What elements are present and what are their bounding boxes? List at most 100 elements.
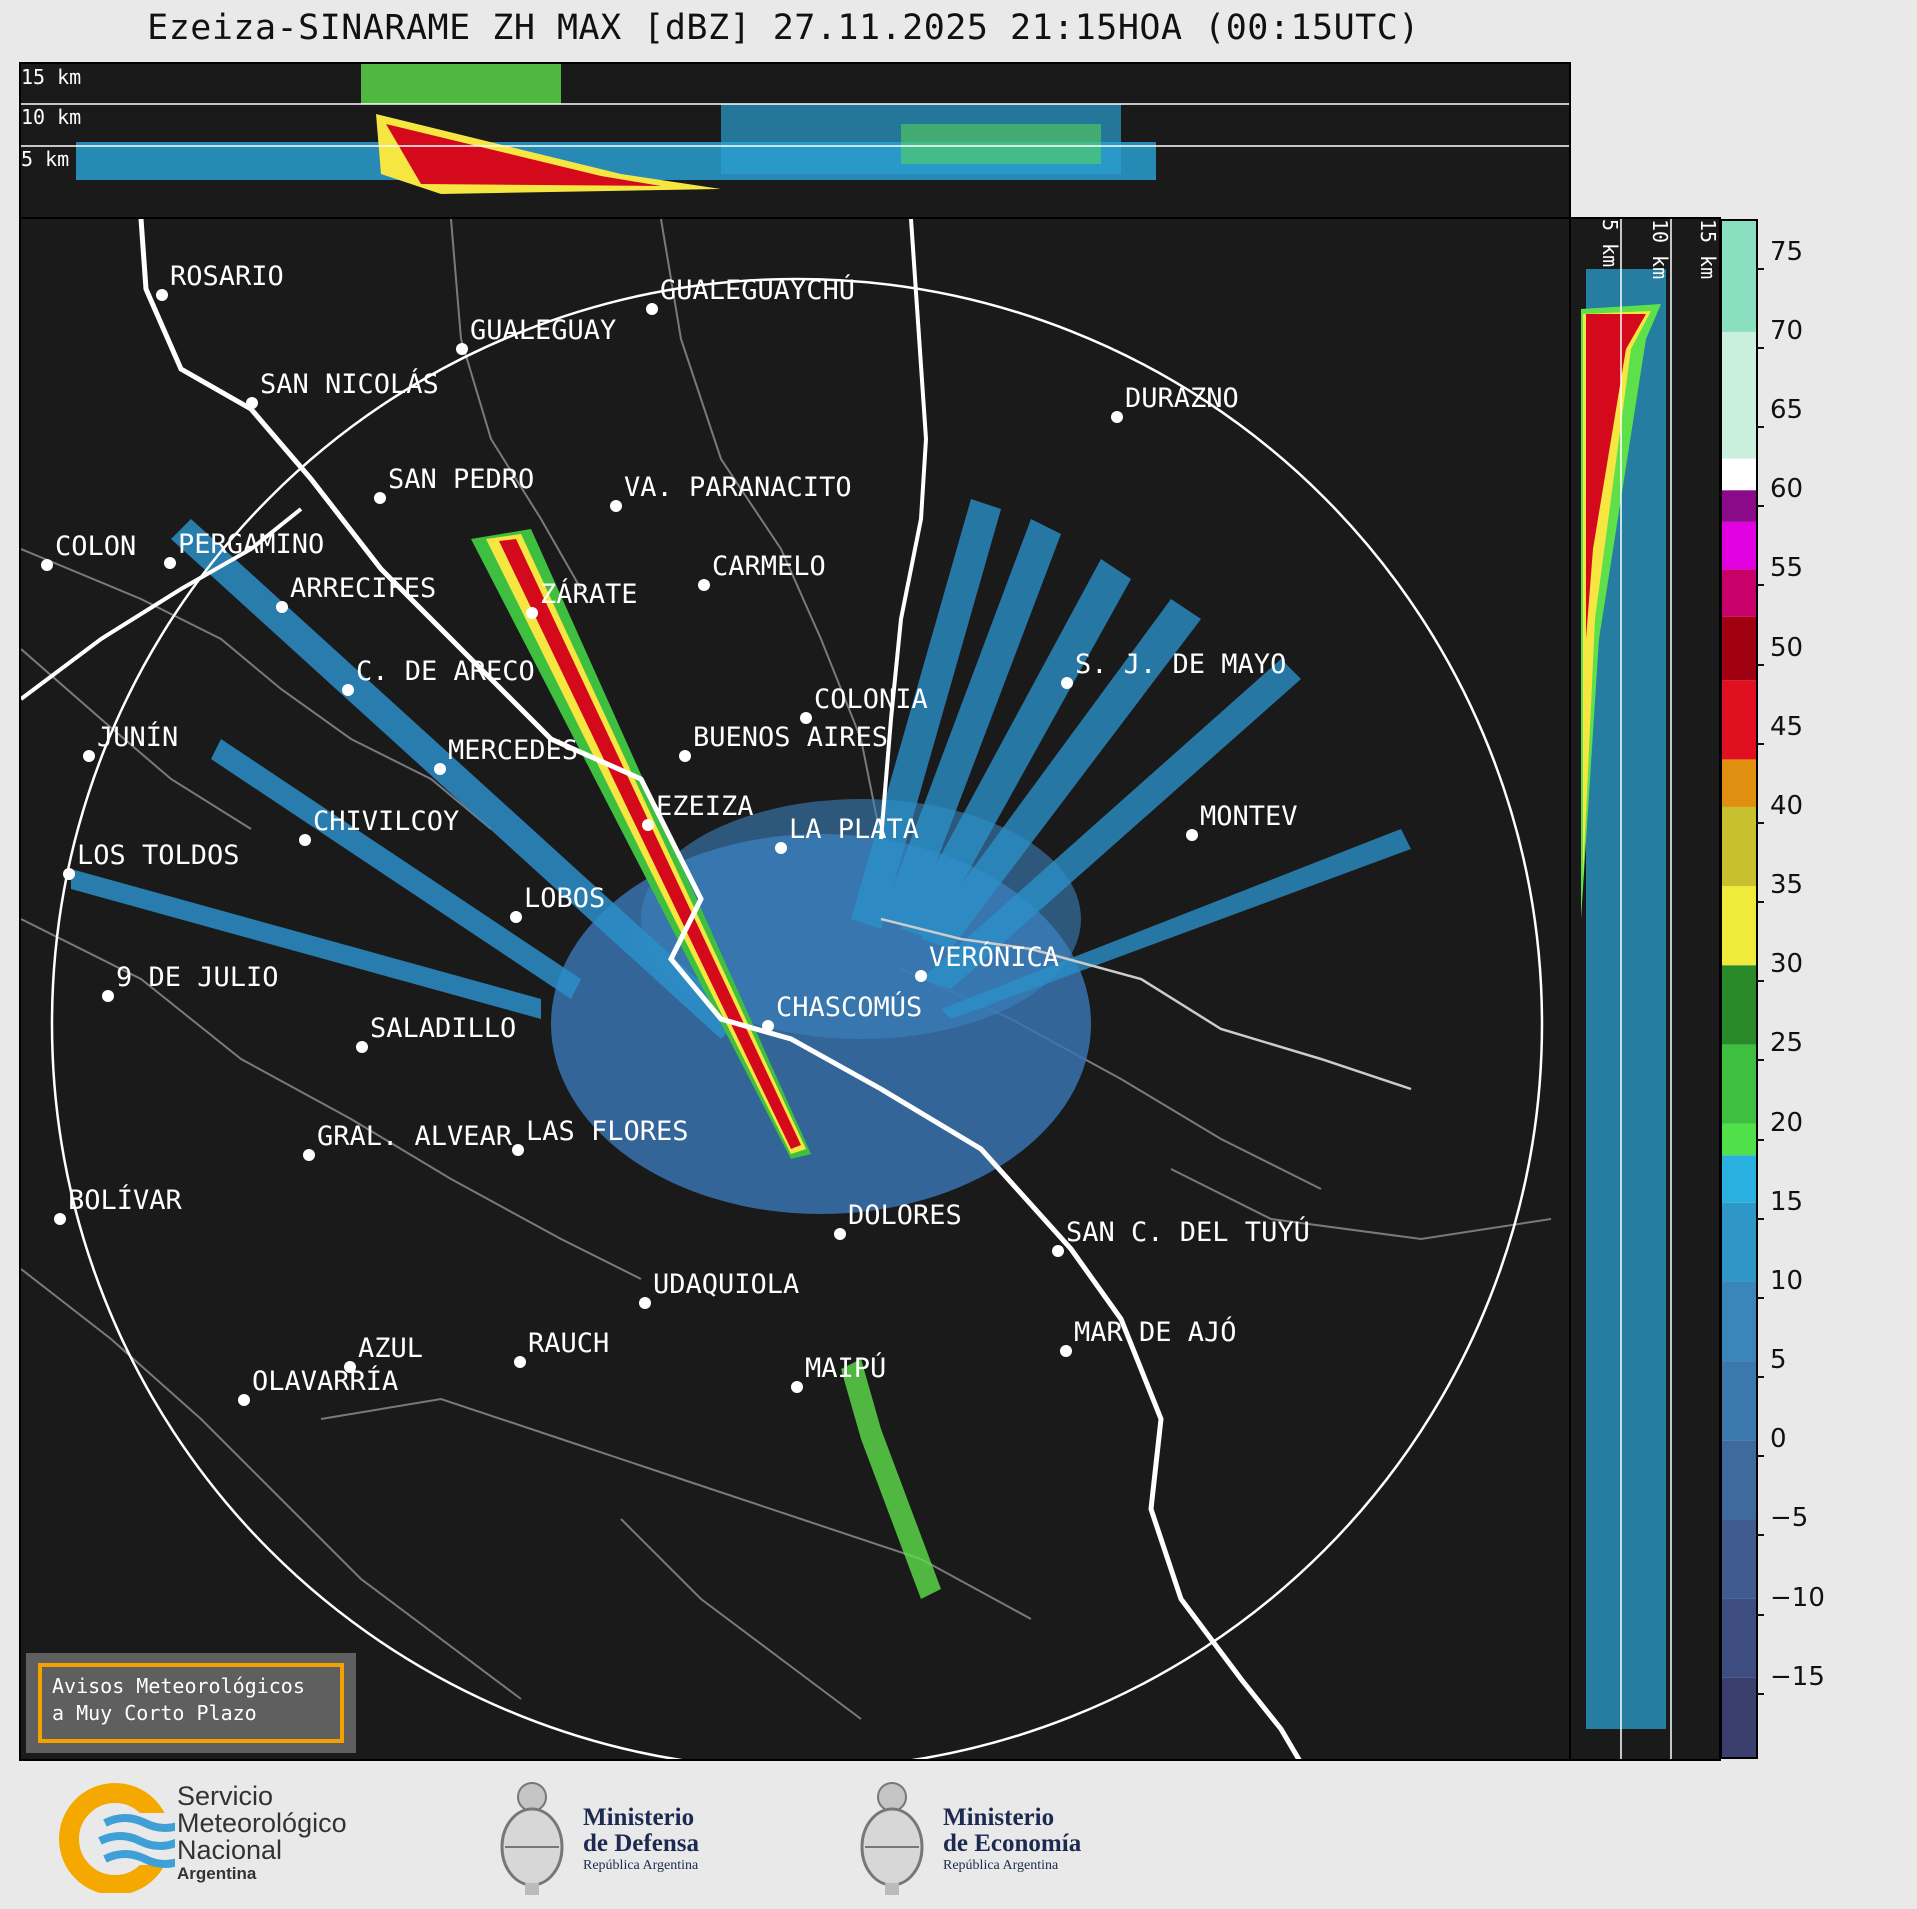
coastline bbox=[138, 219, 1302, 1759]
colorbar-band bbox=[1722, 759, 1756, 807]
city-label: LAS FLORES bbox=[526, 1116, 689, 1147]
city-marker: CHIVILCOY bbox=[299, 806, 459, 846]
colorbar-band bbox=[1722, 1519, 1756, 1599]
colorbar-band bbox=[1722, 1044, 1756, 1124]
coast-uruguay bbox=[880, 917, 1412, 1091]
city-marker: RAUCH bbox=[514, 1328, 609, 1368]
colorbar-band bbox=[1722, 1677, 1756, 1757]
colorbar-tick: 0 bbox=[1756, 1424, 1787, 1470]
economia-line1: Ministerio bbox=[943, 1804, 1055, 1831]
city-label: S. J. DE MAYO bbox=[1075, 649, 1286, 680]
top-echo-green bbox=[361, 64, 561, 104]
range-ring bbox=[50, 277, 1544, 1759]
colorbar-tick: −10 bbox=[1756, 1583, 1825, 1629]
city-label: COLON bbox=[55, 531, 136, 562]
city-dot bbox=[834, 1228, 846, 1240]
radar-map-panel: ROSARIO GUALEGUAYCHÚ GUALEGUAY SAN NICOLÁS D… bbox=[19, 217, 1571, 1761]
colorbar-tick-label: 70 bbox=[1770, 315, 1804, 346]
city-label: 9 DE JULIO bbox=[116, 962, 279, 993]
city-dot bbox=[356, 1041, 368, 1053]
smn-line1: Servicio bbox=[177, 1781, 274, 1811]
colorbar-band bbox=[1722, 965, 1756, 1045]
city-dot bbox=[374, 492, 386, 504]
colorbar-tick-label: 35 bbox=[1770, 870, 1804, 901]
colorbar-tick: −15 bbox=[1756, 1662, 1825, 1708]
side-label-10km: 10 km bbox=[1648, 219, 1672, 279]
colorbar-band bbox=[1722, 331, 1756, 459]
city-marker: JUNÍN bbox=[83, 721, 178, 762]
border-8 bbox=[1170, 1168, 1552, 1241]
city-label: GRAL. ALVEAR bbox=[317, 1121, 513, 1152]
side-echo-red bbox=[1586, 314, 1646, 639]
city-label: SALADILLO bbox=[370, 1013, 516, 1044]
city-label: ARRECIFES bbox=[290, 573, 436, 604]
city-marker: UDAQUIOLA bbox=[639, 1269, 799, 1309]
river-uruguay bbox=[879, 219, 929, 840]
city-dot bbox=[164, 557, 176, 569]
city-dot bbox=[679, 750, 691, 762]
city-dot bbox=[303, 1149, 315, 1161]
warning-line2: a Muy Corto Plazo bbox=[52, 1701, 257, 1725]
border-5 bbox=[620, 1518, 862, 1720]
colorbar-tick-label: −15 bbox=[1770, 1661, 1825, 1692]
colorbar-tick-label: 30 bbox=[1770, 949, 1804, 980]
footer: Servicio Meteorológico Nacional Argentin… bbox=[0, 1761, 1917, 1909]
colorbar-tick: 30 bbox=[1755, 949, 1803, 995]
city-dot bbox=[698, 579, 710, 591]
city-label: MAIPÚ bbox=[805, 1352, 886, 1384]
city-dot bbox=[610, 500, 622, 512]
side-label-5km: 5 km bbox=[1598, 219, 1622, 267]
dbz-colorbar bbox=[1720, 219, 1758, 1759]
side-height-panel: 5 km 10 km 15 km bbox=[1569, 217, 1721, 1761]
city-marker: ROSARIO bbox=[156, 261, 284, 301]
radar-echo-field bbox=[71, 499, 1411, 1599]
smn-logo: Servicio Meteorológico Nacional Argentin… bbox=[55, 1781, 395, 1895]
echo-strong-ray bbox=[471, 529, 811, 1159]
city-marker: 9 DE JULIO bbox=[102, 962, 279, 1002]
colorbar-band bbox=[1722, 806, 1756, 887]
city-label: PERGAMINO bbox=[178, 529, 324, 560]
city-label: DOLORES bbox=[848, 1200, 962, 1231]
colorbar-band bbox=[1722, 221, 1756, 332]
colorbar-tick: 55 bbox=[1755, 553, 1803, 599]
city-label: LOBOS bbox=[524, 883, 605, 914]
defensa-logo: Ministerio de Defensa República Argentin… bbox=[495, 1775, 755, 1900]
top-height-panel: 15 km 10 km 5 km bbox=[19, 62, 1571, 219]
side-label-15km: 15 km bbox=[1696, 219, 1720, 279]
city-label: OLAVARRÍA bbox=[252, 1365, 398, 1397]
top-echo-green2 bbox=[901, 124, 1101, 164]
colorbar-tick-label: 25 bbox=[1770, 1028, 1804, 1059]
city-marker: ARRECIFES bbox=[276, 573, 436, 613]
top-echo-red bbox=[386, 124, 661, 186]
warning-inner: Avisos Meteorológicos a Muy Corto Plazo bbox=[38, 1663, 344, 1743]
colorbar-band bbox=[1722, 680, 1756, 760]
city-marker: COLONIA bbox=[800, 684, 928, 724]
colorbar-tick-label: 40 bbox=[1770, 790, 1804, 821]
colorbar-tick: 50 bbox=[1755, 633, 1803, 679]
colorbar-tick: 65 bbox=[1755, 395, 1803, 441]
colorbar-tick: 25 bbox=[1755, 1028, 1803, 1074]
city-dot bbox=[1061, 677, 1073, 689]
city-marker: LOBOS bbox=[510, 883, 605, 923]
city-marker: OLAVARRÍA bbox=[238, 1365, 398, 1406]
city-marker: LA PLATA bbox=[775, 814, 919, 854]
city-dot bbox=[510, 911, 522, 923]
defensa-line1: Ministerio bbox=[583, 1804, 695, 1831]
colorbar-tick: 20 bbox=[1755, 1108, 1803, 1154]
city-dot bbox=[156, 289, 168, 301]
defensa-line2: de Defensa bbox=[583, 1830, 699, 1857]
border-7 bbox=[21, 648, 252, 830]
colorbar-tick-label: 55 bbox=[1770, 553, 1804, 584]
colorbar-tick: 60 bbox=[1755, 474, 1803, 520]
city-dot bbox=[63, 868, 75, 880]
city-marker: CARMELO bbox=[698, 551, 826, 591]
top-label-5km: 5 km bbox=[21, 147, 69, 171]
city-marker: SAN C. DEL TUYÚ bbox=[1052, 1216, 1310, 1257]
city-layer: ROSARIO GUALEGUAYCHÚ GUALEGUAY SAN NICOLÁS D… bbox=[41, 261, 1310, 1406]
colorbar-band bbox=[1722, 1281, 1756, 1362]
economia-line2: de Economía bbox=[943, 1830, 1082, 1857]
radar-map-svg: ROSARIO GUALEGUAYCHÚ GUALEGUAY SAN NICOLÁS D… bbox=[21, 219, 1552, 1759]
city-dot bbox=[83, 750, 95, 762]
colorbar-tick: 40 bbox=[1755, 791, 1803, 837]
city-label: CHIVILCOY bbox=[313, 806, 459, 837]
